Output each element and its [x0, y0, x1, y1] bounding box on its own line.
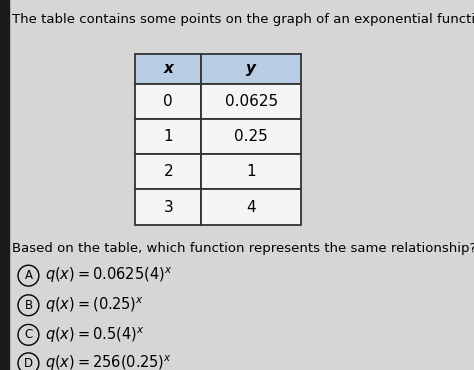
Text: 3: 3	[164, 199, 173, 215]
Text: 0.25: 0.25	[234, 129, 268, 144]
Text: $q(x) = 0.5(4)^x$: $q(x) = 0.5(4)^x$	[45, 325, 145, 344]
Text: B: B	[24, 299, 33, 312]
Text: $q(x) = (0.25)^x$: $q(x) = (0.25)^x$	[45, 296, 144, 315]
Text: $q(x) = 256(0.25)^x$: $q(x) = 256(0.25)^x$	[45, 354, 172, 370]
Text: y: y	[246, 61, 256, 76]
Text: C: C	[24, 328, 33, 342]
Text: $q(x) = 0.0625(4)^x$: $q(x) = 0.0625(4)^x$	[45, 266, 173, 285]
Text: D: D	[24, 357, 33, 370]
Text: 0.0625: 0.0625	[225, 94, 278, 109]
Text: 1: 1	[164, 129, 173, 144]
Text: A: A	[25, 269, 32, 282]
Text: x: x	[164, 61, 173, 76]
Text: The table contains some points on the graph of an exponential function.: The table contains some points on the gr…	[12, 13, 474, 26]
Text: 1: 1	[246, 164, 256, 179]
Text: 4: 4	[246, 199, 256, 215]
Text: 0: 0	[164, 94, 173, 109]
Text: Based on the table, which function represents the same relationship?: Based on the table, which function repre…	[12, 242, 474, 255]
Text: 2: 2	[164, 164, 173, 179]
